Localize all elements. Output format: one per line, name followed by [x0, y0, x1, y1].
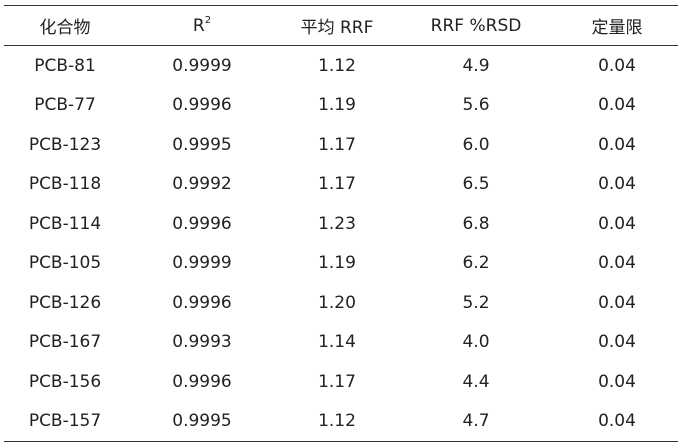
value-cell: 0.04: [598, 174, 636, 195]
header-cell: RRF %RSD: [396, 5, 556, 46]
compound-cell: PCB-156: [28, 371, 102, 392]
value-cell: 0.9992: [172, 174, 232, 195]
table-row: PCB-81 0.9999 1.12 4.9 0.04: [4, 46, 678, 86]
value-cell: 1.12: [278, 401, 396, 442]
value-cell: 1.23: [318, 213, 356, 234]
value-cell: 1.17: [318, 174, 356, 195]
value-cell: 0.9995: [172, 134, 232, 155]
value-cell: 0.9999: [172, 55, 232, 76]
table-row: PCB-157 0.9995 1.12 4.7 0.04: [4, 401, 678, 442]
value-cell: 0.9995: [126, 401, 278, 442]
value-cell: 4.0: [462, 332, 490, 353]
value-cell: 4.9: [462, 55, 490, 76]
table-row: PCB-156 0.9996 1.17 4.4 0.04: [4, 362, 678, 402]
header-cell: R2: [126, 5, 278, 46]
table-row: PCB-114 0.9996 1.23 6.8 0.04: [4, 204, 678, 244]
value-cell: 1.17: [318, 134, 356, 155]
value-cell: 0.9996: [172, 292, 232, 313]
compound-cell: PCB-105: [28, 253, 102, 274]
value-cell: 0.04: [598, 292, 636, 313]
value-cell: 1.12: [318, 55, 356, 76]
value-cell: 6.0: [462, 134, 490, 155]
header-text: 化合物: [39, 18, 91, 38]
table-row: PCB-77 0.9996 1.19 5.6 0.04: [4, 86, 678, 126]
value-cell: 0.9996: [172, 213, 232, 234]
header-cell: 化合物: [4, 5, 126, 46]
data-table: 化合物 R2 平均 RRF RRF %RSD 定量限 PCB-81 0.9999 1.12 4…: [4, 5, 678, 442]
table-row: PCB-123 0.9995 1.17 6.0 0.04: [4, 125, 678, 165]
compound-cell: PCB-77: [34, 95, 96, 116]
value-cell: 0.04: [598, 253, 636, 274]
value-cell: 4.4: [462, 371, 490, 392]
table-row: PCB-118 0.9992 1.17 6.5 0.04: [4, 165, 678, 205]
table-body: PCB-81 0.9999 1.12 4.9 0.04 PCB-77 0.9996 1.19 5…: [4, 46, 678, 442]
value-cell: 6.5: [462, 174, 490, 195]
compound-cell: PCB-157: [4, 401, 126, 442]
header-cell: 定量限: [556, 5, 678, 46]
value-cell: 0.9996: [172, 371, 232, 392]
value-cell: 0.04: [598, 134, 636, 155]
header-text: RRF %RSD: [430, 15, 522, 36]
value-cell: 6.8: [462, 213, 490, 234]
header-superscript: 2: [204, 15, 212, 26]
header-text: 定量限: [591, 18, 643, 38]
table-row: PCB-105 0.9999 1.19 6.2 0.04: [4, 244, 678, 284]
compound-cell: PCB-114: [28, 213, 102, 234]
header-cell: 平均 RRF: [278, 5, 396, 46]
value-cell: 0.04: [556, 401, 678, 442]
header-text: R: [192, 16, 205, 36]
compound-cell: PCB-126: [28, 292, 102, 313]
value-cell: 1.20: [318, 292, 356, 313]
compound-cell: PCB-81: [34, 55, 96, 76]
value-cell: 5.2: [462, 292, 490, 313]
value-cell: 0.9993: [172, 332, 232, 353]
compound-cell: PCB-123: [28, 134, 102, 155]
value-cell: 1.19: [318, 253, 356, 274]
header-text: 平均 RRF: [300, 18, 374, 38]
value-cell: 0.04: [598, 213, 636, 234]
compound-cell: PCB-167: [28, 332, 102, 353]
value-cell: 6.2: [462, 253, 490, 274]
value-cell: 1.14: [318, 332, 356, 353]
value-cell: 0.04: [598, 371, 636, 392]
header-row: 化合物 R2 平均 RRF RRF %RSD 定量限: [4, 5, 678, 46]
table-row: PCB-126 0.9996 1.20 5.2 0.04: [4, 283, 678, 323]
value-cell: 0.9999: [172, 253, 232, 274]
value-cell: 1.17: [318, 371, 356, 392]
value-cell: 0.9996: [172, 95, 232, 116]
compound-cell: PCB-118: [28, 174, 102, 195]
value-cell: 0.04: [598, 332, 636, 353]
value-cell: 5.6: [462, 95, 490, 116]
value-cell: 0.04: [598, 95, 636, 116]
value-cell: 4.7: [396, 401, 556, 442]
value-cell: 0.04: [598, 55, 636, 76]
value-cell: 1.19: [318, 95, 356, 116]
table-row: PCB-167 0.9993 1.14 4.0 0.04: [4, 323, 678, 363]
